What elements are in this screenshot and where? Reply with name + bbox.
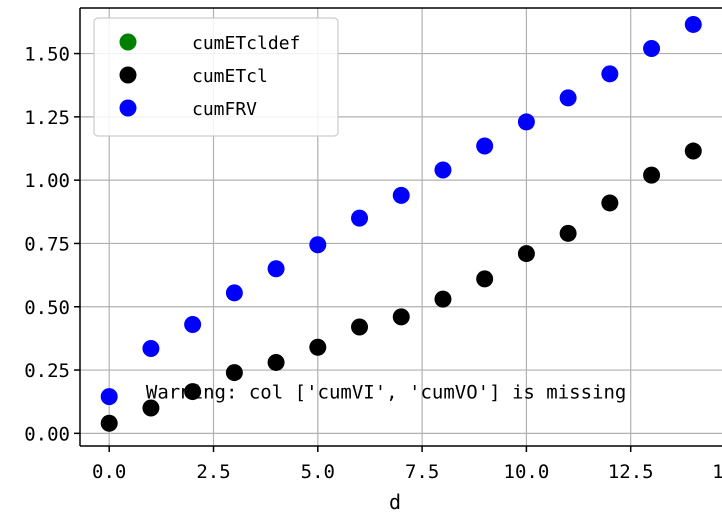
- point-cumFRV: [100, 388, 118, 406]
- point-cumETcl: [517, 245, 535, 263]
- x-tick-label: 7.5: [405, 461, 439, 483]
- point-cumETcl: [225, 364, 243, 382]
- y-tick-label: 1.00: [24, 170, 70, 192]
- legend-marker-cumFRV: [119, 99, 137, 117]
- point-cumETcl: [100, 414, 118, 432]
- axes-frame: [79, 7, 722, 447]
- point-cumFRV: [684, 15, 702, 33]
- legend-label-cumETcl: cumETcl: [192, 66, 268, 87]
- point-cumFRV: [434, 161, 452, 179]
- x-tick-label: 2.5: [196, 461, 230, 483]
- point-cumETcl: [643, 166, 661, 184]
- point-cumFRV: [559, 89, 577, 107]
- legend-marker-cumETcl: [119, 66, 137, 84]
- x-axis-label: d: [389, 490, 401, 514]
- point-cumFRV: [309, 236, 327, 254]
- point-cumFRV: [517, 113, 535, 131]
- legend-box: [93, 17, 339, 137]
- point-cumFRV: [392, 186, 410, 204]
- legend-marker-cumETcldef: [119, 33, 137, 51]
- y-tick-label: 1.25: [24, 107, 70, 129]
- x-tick-label: 5.0: [301, 461, 335, 483]
- y-tick-label: 0.50: [24, 297, 70, 319]
- point-cumETcl: [601, 194, 619, 212]
- data-points: [100, 15, 702, 432]
- warning-annotation: Warning: col ['cumVI', 'cumVO'] is missi…: [146, 382, 626, 404]
- point-cumETcl: [351, 318, 369, 336]
- point-cumETcl: [559, 224, 577, 242]
- y-tick-label: 0.00: [24, 423, 70, 445]
- annotations: Warning: col ['cumVI', 'cumVO'] is missi…: [146, 382, 626, 404]
- point-cumETcl: [142, 399, 160, 417]
- point-cumETcl: [184, 383, 202, 401]
- ticks: 0.0 2.5 5.0 7.5 10.0 12.5 15.0 0.00 0.25 0.50 0.75…: [24, 44, 722, 483]
- x-tick-label: 15.0: [712, 461, 722, 483]
- x-tick-label: 12.5: [608, 461, 654, 483]
- y-tick-label: 0.25: [24, 360, 70, 382]
- point-cumETcl: [434, 290, 452, 308]
- point-cumFRV: [267, 260, 285, 278]
- x-tick-label: 10.0: [504, 461, 550, 483]
- y-tick-label: 1.50: [24, 44, 70, 66]
- y-tick-label: 0.75: [24, 233, 70, 255]
- point-cumETcl: [684, 142, 702, 160]
- point-cumFRV: [476, 137, 494, 155]
- point-cumFRV: [643, 40, 661, 58]
- legend-label-cumFRV: cumFRV: [192, 99, 257, 120]
- point-cumETcl: [267, 353, 285, 371]
- point-cumETcl: [309, 338, 327, 356]
- point-cumFRV: [351, 209, 369, 227]
- legend: cumETcldef cumETcl cumFRV: [93, 17, 339, 137]
- legend-label-cumETcldef: cumETcldef: [192, 33, 300, 54]
- point-cumFRV: [184, 315, 202, 333]
- point-cumFRV: [142, 340, 160, 358]
- point-cumETcl: [392, 308, 410, 326]
- point-cumETcl: [476, 270, 494, 288]
- point-cumFRV: [225, 284, 243, 302]
- point-cumFRV: [601, 65, 619, 83]
- x-tick-label: 0.0: [92, 461, 126, 483]
